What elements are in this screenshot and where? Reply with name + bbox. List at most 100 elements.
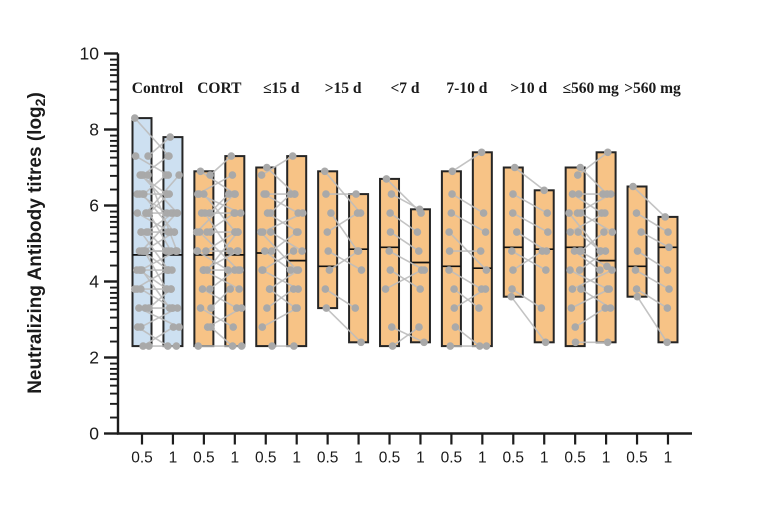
data-point <box>139 342 147 350</box>
data-point <box>475 342 484 350</box>
data-point <box>603 262 611 271</box>
data-point <box>293 304 301 312</box>
group-5 <box>379 175 431 350</box>
pair-connector <box>210 326 234 347</box>
data-point <box>633 247 642 255</box>
data-point <box>200 190 208 198</box>
pair-connector <box>140 288 174 309</box>
pair-connector <box>577 151 609 176</box>
data-point <box>596 266 604 274</box>
data-point <box>509 266 517 274</box>
data-point <box>228 342 237 350</box>
range-bar <box>595 151 617 344</box>
data-point <box>663 304 672 312</box>
data-point <box>265 285 274 293</box>
data-point <box>570 247 579 255</box>
data-point <box>445 266 453 274</box>
data-point <box>192 228 201 236</box>
data-point <box>133 323 142 331</box>
y-axis-title: Neutralizing Antibody titres (log2) <box>25 92 48 394</box>
pair-connector <box>266 166 296 195</box>
group-2 <box>192 152 246 350</box>
data-point <box>575 266 584 274</box>
data-point <box>203 266 212 274</box>
x-tick-label: 1 <box>292 450 301 467</box>
data-point <box>233 228 242 236</box>
data-point <box>263 209 272 217</box>
data-point <box>509 190 517 198</box>
data-point <box>234 247 242 255</box>
pair-connector <box>330 212 359 252</box>
x-tick-label: 0.5 <box>131 450 153 467</box>
data-point <box>568 190 577 198</box>
data-point <box>475 304 483 312</box>
x-tick-label: 0.5 <box>502 450 524 467</box>
data-point <box>226 247 234 255</box>
data-point <box>605 285 614 293</box>
data-point <box>198 285 207 293</box>
data-point <box>207 304 215 312</box>
data-point <box>601 209 609 217</box>
data-point <box>322 304 331 312</box>
data-point <box>135 304 143 312</box>
x-tick-label: 0.5 <box>193 450 215 467</box>
y-tick-label: 6 <box>89 196 99 216</box>
data-point <box>665 243 673 252</box>
y-tick-label: 2 <box>89 348 99 368</box>
pair-connector <box>200 307 234 328</box>
pair-connector <box>209 155 232 176</box>
data-point <box>415 247 423 255</box>
pair-connector <box>269 269 299 290</box>
data-point <box>206 285 214 293</box>
data-point <box>577 285 585 293</box>
pair-connector <box>453 288 480 309</box>
data-point <box>137 247 146 255</box>
data-point <box>542 266 550 274</box>
group-labels: Control CORT ≤15 d >15 d <7 d 7-10 d >10 d ≤560… <box>132 80 681 97</box>
data-point <box>293 266 301 274</box>
data-point <box>575 190 583 198</box>
pair-connector <box>140 212 178 252</box>
data-point <box>663 338 671 347</box>
pair-connector <box>328 250 359 271</box>
data-point <box>566 266 574 274</box>
group-label: >10 d <box>510 80 547 97</box>
data-point <box>260 190 268 198</box>
data-point <box>164 152 172 160</box>
data-point <box>290 342 298 350</box>
pair-connector <box>640 231 670 249</box>
data-point <box>263 304 271 312</box>
pair-connector <box>262 250 294 271</box>
data-point <box>292 228 301 236</box>
data-point <box>173 304 182 312</box>
data-point <box>321 285 330 293</box>
data-point <box>286 190 295 198</box>
x-tick-label: 0.5 <box>379 450 401 467</box>
data-point <box>230 209 238 217</box>
data-point <box>173 247 181 255</box>
data-point <box>420 338 428 347</box>
x-tick-label: 1 <box>664 450 673 467</box>
data-point <box>164 247 172 255</box>
x-tick-label: 1 <box>354 450 363 467</box>
x-tick-label: 0.5 <box>441 450 463 467</box>
data-point <box>327 209 335 217</box>
x-tick-label: 0.5 <box>255 450 277 467</box>
y-tick-label: 8 <box>89 120 99 140</box>
data-point <box>268 342 276 350</box>
data-point <box>416 285 424 293</box>
pair-connector <box>574 307 606 328</box>
data-point <box>142 209 150 217</box>
data-point <box>386 228 395 236</box>
data-point <box>163 342 172 350</box>
data-point <box>289 285 298 293</box>
y-tick-label: 4 <box>89 272 99 292</box>
group-9 <box>626 182 679 347</box>
pair-connector <box>326 212 359 233</box>
data-point <box>237 342 246 350</box>
x-tick-label: 1 <box>416 450 425 467</box>
data-point <box>172 209 181 217</box>
data-point <box>237 304 246 312</box>
data-point <box>445 247 454 255</box>
data-point <box>540 186 548 195</box>
